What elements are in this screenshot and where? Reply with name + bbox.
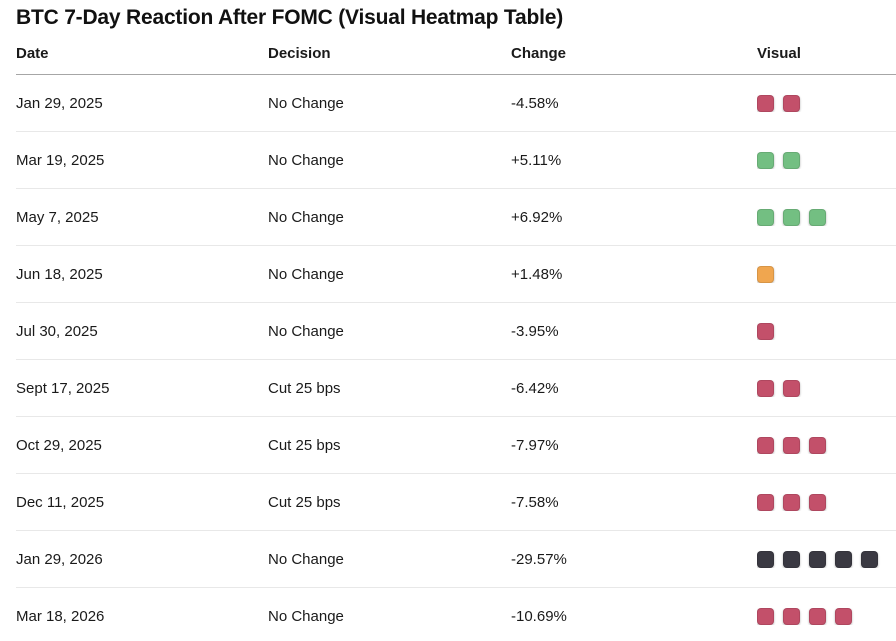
heatmap-square	[835, 607, 852, 625]
table-row: Jan 29, 2026 No Change -29.57%	[16, 531, 896, 588]
heatmap-square	[809, 208, 826, 226]
table-row: Jan 29, 2025 No Change -4.58%	[16, 75, 896, 132]
visual-heatmap-cell	[757, 493, 896, 511]
decision-cell: No Change	[268, 151, 344, 169]
page-title: BTC 7-Day Reaction After FOMC (Visual He…	[16, 6, 563, 29]
heatmap-square	[783, 151, 800, 169]
heatmap-square	[757, 265, 774, 283]
change-cell: -6.42%	[511, 379, 559, 397]
change-cell: +1.48%	[511, 265, 563, 283]
date-cell: Sept 17, 2025	[16, 379, 110, 397]
column-header-decision: Decision	[268, 44, 331, 62]
fomc-reaction-table: Date Decision Change Visual Jan 29, 2025…	[16, 32, 896, 641]
heatmap-square	[757, 94, 774, 112]
change-cell: -3.95%	[511, 322, 559, 340]
table-row: Mar 18, 2026 No Change -10.69%	[16, 588, 896, 641]
visual-heatmap-cell	[757, 94, 896, 112]
decision-cell: Cut 25 bps	[268, 493, 341, 511]
change-cell: -7.58%	[511, 493, 559, 511]
heatmap-square	[757, 208, 774, 226]
heatmap-square	[809, 550, 826, 568]
column-header-change: Change	[511, 44, 567, 62]
date-cell: Mar 18, 2026	[16, 607, 105, 625]
heatmap-square	[783, 436, 800, 454]
table-row: May 7, 2025 No Change +6.92%	[16, 189, 896, 246]
heatmap-square	[757, 436, 774, 454]
date-cell: Mar 19, 2025	[16, 151, 105, 169]
heatmap-square	[783, 493, 800, 511]
decision-cell: No Change	[268, 322, 344, 340]
change-cell: +6.92%	[511, 208, 563, 226]
date-cell: Jul 30, 2025	[16, 322, 98, 340]
heatmap-square	[835, 550, 852, 568]
decision-cell: No Change	[268, 550, 344, 568]
visual-heatmap-cell	[757, 379, 896, 397]
heatmap-square	[783, 379, 800, 397]
decision-cell: No Change	[268, 265, 344, 283]
change-cell: -4.58%	[511, 94, 559, 112]
table-body: Jan 29, 2025 No Change -4.58% Mar 19, 20…	[16, 75, 896, 641]
table-row: Dec 11, 2025 Cut 25 bps -7.58%	[16, 474, 896, 531]
date-cell: Jan 29, 2026	[16, 550, 103, 568]
table-row: Jun 18, 2025 No Change +1.48%	[16, 246, 896, 303]
date-cell: May 7, 2025	[16, 208, 99, 226]
heatmap-square	[757, 322, 774, 340]
heatmap-square	[809, 607, 826, 625]
decision-cell: No Change	[268, 208, 344, 226]
heatmap-square	[757, 550, 774, 568]
column-header-visual: Visual	[757, 44, 801, 62]
heatmap-square	[783, 550, 800, 568]
table-row: Oct 29, 2025 Cut 25 bps -7.97%	[16, 417, 896, 474]
heatmap-square	[783, 208, 800, 226]
date-cell: Jan 29, 2025	[16, 94, 103, 112]
heatmap-square	[861, 550, 878, 568]
visual-heatmap-cell	[757, 607, 896, 625]
change-cell: +5.11%	[511, 151, 562, 169]
date-cell: Dec 11, 2025	[16, 493, 105, 511]
heatmap-square	[757, 493, 774, 511]
visual-heatmap-cell	[757, 550, 896, 568]
date-cell: Jun 18, 2025	[16, 265, 103, 283]
table-header-row: Date Decision Change Visual	[16, 32, 896, 75]
table-row: Jul 30, 2025 No Change -3.95%	[16, 303, 896, 360]
heatmap-square	[757, 607, 774, 625]
change-cell: -7.97%	[511, 436, 559, 454]
visual-heatmap-cell	[757, 322, 896, 340]
visual-heatmap-cell	[757, 265, 896, 283]
decision-cell: Cut 25 bps	[268, 436, 341, 454]
visual-heatmap-cell	[757, 208, 896, 226]
decision-cell: No Change	[268, 607, 344, 625]
visual-heatmap-cell	[757, 151, 896, 169]
column-header-date: Date	[16, 44, 49, 62]
visual-heatmap-cell	[757, 436, 896, 454]
heatmap-square	[809, 436, 826, 454]
heatmap-square	[783, 94, 800, 112]
heatmap-square	[783, 607, 800, 625]
decision-cell: Cut 25 bps	[268, 379, 341, 397]
table-row: Mar 19, 2025 No Change +5.11%	[16, 132, 896, 189]
table-row: Sept 17, 2025 Cut 25 bps -6.42%	[16, 360, 896, 417]
heatmap-square	[757, 151, 774, 169]
change-cell: -10.69%	[511, 607, 567, 625]
heatmap-square	[809, 493, 826, 511]
change-cell: -29.57%	[511, 550, 567, 568]
date-cell: Oct 29, 2025	[16, 436, 102, 454]
decision-cell: No Change	[268, 94, 344, 112]
heatmap-square	[757, 379, 774, 397]
